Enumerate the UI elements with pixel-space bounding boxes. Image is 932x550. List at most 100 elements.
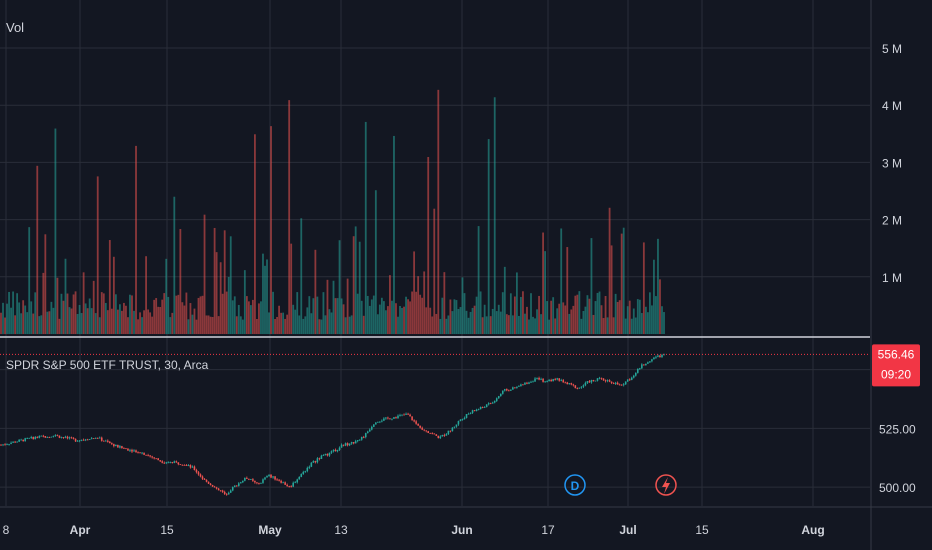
candle-body [487,403,490,405]
volume-bar [221,293,224,334]
candle-body [276,479,278,481]
candle-body [425,430,428,432]
volume-bar [131,295,133,334]
lightning-icon [662,477,670,494]
candle-body [431,433,434,434]
candle-body [340,444,343,448]
volume-bar [433,208,436,334]
volume-bar [243,270,246,334]
candle-body [298,476,301,480]
volume-bar [509,293,512,334]
candle-body [375,422,377,425]
candle-body [113,444,115,447]
candle-body [518,386,520,387]
candle-body [489,403,492,405]
candle-body [270,474,272,478]
candle-body [540,378,542,380]
volume-bar [455,300,458,334]
candle-body [495,398,498,401]
price-axis-tick: 500.00 [879,481,916,495]
candle-body [177,462,180,465]
candle-body [570,383,573,385]
volume-bar [38,316,41,334]
volume-bar [0,312,2,334]
volume-bar [227,276,230,334]
volume-bar [348,316,351,334]
volume-axis-tick: 1 M [882,271,902,285]
candle-body [290,486,292,487]
candle-body [544,381,546,383]
volume-bar [247,301,250,334]
candle-body [477,409,480,411]
candle-body [199,474,202,477]
candle-body [64,436,67,438]
volume-bar [169,317,172,334]
candle-body [310,462,313,467]
volume-bar [163,293,166,334]
candle-body [115,444,117,447]
time-axis[interactable]: 8 Apr 15 May 13 Jun 17 Jul 15 Aug [3,523,825,537]
candle-body [50,436,53,438]
volume-bar [638,299,641,334]
volume-bar [68,307,71,334]
volume-bar [387,306,389,334]
candle-body [189,465,192,468]
volume-bar [610,245,613,334]
volume-bar [135,145,137,334]
candle-body [360,436,363,440]
candle-body [657,355,659,357]
candle-body [413,420,415,422]
candle-body [242,480,244,483]
candle-body [538,377,540,380]
volume-bar [183,305,186,334]
candle-body [92,438,95,440]
time-axis-tick: Apr [70,523,91,537]
earnings-marker[interactable] [655,474,677,496]
dividend-marker-letter: D [571,479,580,493]
volume-bar [241,319,244,334]
volume-bar [491,308,494,334]
price-axis[interactable]: 525.00 500.00 [879,422,916,495]
dividend-marker[interactable]: D [564,474,586,496]
candle-body [612,382,615,384]
candle-body [201,476,204,479]
candle-body [217,488,220,491]
volume-bar [239,316,242,334]
current-price-badge[interactable]: 556.46 09:20 [872,344,920,387]
candle-body [151,456,153,458]
candle-body [481,407,484,408]
candle-body [173,461,176,463]
volume-bar [661,306,663,334]
candle-body [167,462,170,464]
price-legend[interactable]: SPDR S&P 500 ETF TRUST, 30, Arca [6,358,209,372]
candle-body [244,477,246,481]
candle-body [10,442,12,444]
candle-body [70,437,73,439]
volume-price-axis[interactable]: 5 M 4 M 3 M 2 M 1 M [882,42,902,285]
time-axis-tick: 15 [695,523,709,537]
candle-body [169,462,172,463]
candle-body [294,482,297,484]
candle-body [409,414,411,417]
volume-bar [179,229,182,334]
candle-body [318,458,321,460]
volume-bar [145,256,147,334]
volume-bar [340,298,343,334]
candle-body [135,450,137,453]
volume-bar [84,303,87,334]
candle-body [38,436,41,438]
volume-bar [554,318,557,334]
volume-bar [215,252,218,334]
candle-body [286,484,288,487]
candle-body [558,378,561,381]
candle-body [397,415,399,419]
candle-body [163,462,166,464]
volume-bar [264,265,266,334]
volume-bar [530,293,532,334]
volume-bar [78,304,81,334]
candle-body [651,359,653,362]
candle-body [536,377,538,379]
volume-pane-label[interactable]: Vol [6,20,24,35]
volume-bar [626,306,629,334]
volume-bar [469,311,472,334]
